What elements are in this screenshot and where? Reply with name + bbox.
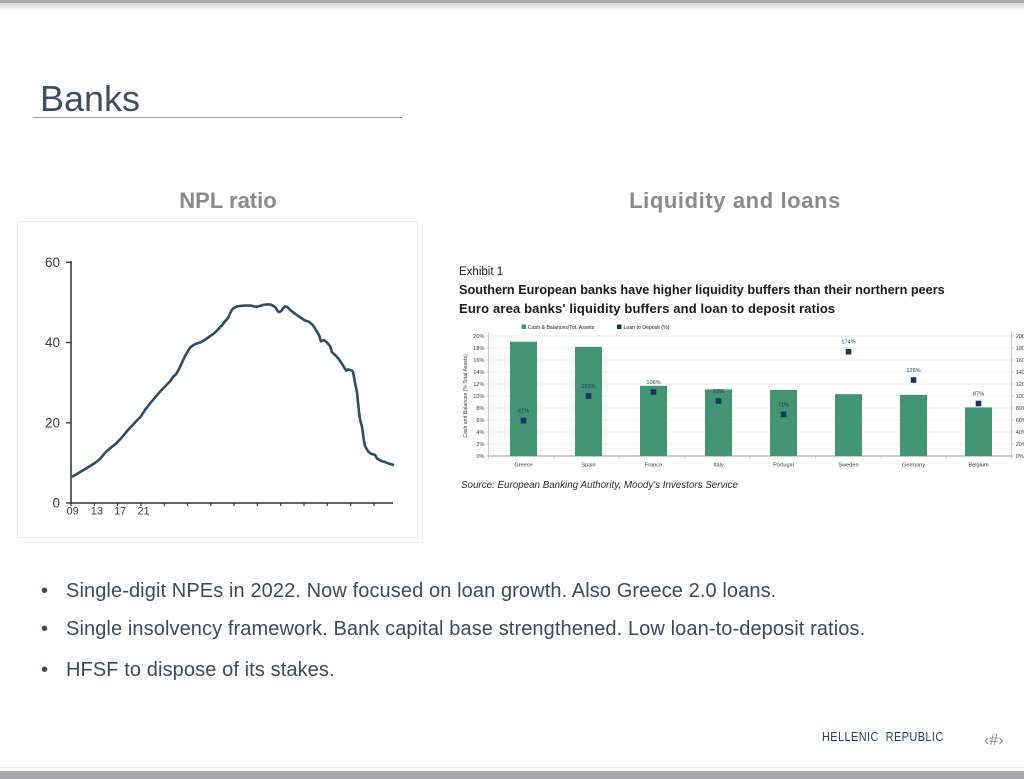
svg-text:17: 17 <box>114 505 126 517</box>
svg-text:Cash & Balances/Tot. Assets: Cash & Balances/Tot. Assets <box>528 325 595 331</box>
svg-text:Germany: Germany <box>902 463 925 469</box>
svg-text:0%: 0% <box>1016 454 1024 460</box>
svg-text:16%: 16% <box>473 358 484 364</box>
svg-text:Spain: Spain <box>581 463 595 469</box>
svg-text:France: France <box>645 463 662 469</box>
svg-text:40%: 40% <box>1016 430 1024 436</box>
svg-text:71%: 71% <box>778 402 789 408</box>
svg-text:160%: 160% <box>1016 358 1024 364</box>
svg-text:140%: 140% <box>1016 370 1024 376</box>
svg-text:21: 21 <box>137 505 149 517</box>
svg-text:20%: 20% <box>1016 442 1024 448</box>
svg-text:93%: 93% <box>713 389 724 395</box>
svg-text:12%: 12% <box>473 382 484 388</box>
svg-text:18%: 18% <box>473 346 484 352</box>
svg-text:174%: 174% <box>841 340 855 346</box>
svg-text:09: 09 <box>66 505 78 517</box>
svg-text:180%: 180% <box>1016 346 1024 352</box>
svg-text:Italy: Italy <box>713 463 723 469</box>
svg-text:4%: 4% <box>476 430 484 436</box>
svg-text:200%: 200% <box>1016 334 1024 340</box>
svg-text:2%: 2% <box>476 442 484 448</box>
svg-text:126%: 126% <box>906 368 920 374</box>
svg-text:120%: 120% <box>1016 382 1024 388</box>
svg-text:87%: 87% <box>973 392 984 398</box>
svg-text:10%: 10% <box>473 394 484 400</box>
svg-text:6%: 6% <box>476 418 484 424</box>
svg-text:Loan to Deposit (%): Loan to Deposit (%) <box>624 325 670 331</box>
svg-text:60%: 60% <box>1016 418 1024 424</box>
svg-text:Belgium: Belgium <box>968 463 989 469</box>
svg-text:80%: 80% <box>1016 406 1024 412</box>
svg-text:101%: 101% <box>581 384 595 390</box>
svg-text:13: 13 <box>91 505 103 517</box>
svg-text:Portugal: Portugal <box>773 463 794 469</box>
svg-text:100%: 100% <box>1016 394 1024 400</box>
svg-text:60: 60 <box>45 255 60 270</box>
svg-text:61%: 61% <box>518 409 529 415</box>
svg-text:106%: 106% <box>646 380 660 386</box>
svg-text:Cash and Balances (% Total Ass: Cash and Balances (% Total Assets) <box>463 354 469 438</box>
svg-text:14%: 14% <box>473 370 484 376</box>
svg-text:40: 40 <box>45 335 60 350</box>
svg-text:0%: 0% <box>476 454 484 460</box>
svg-text:Sweden: Sweden <box>838 463 858 469</box>
svg-text:0: 0 <box>52 496 60 511</box>
svg-text:20%: 20% <box>473 334 484 340</box>
svg-text:8%: 8% <box>476 406 484 412</box>
svg-text:20: 20 <box>45 416 60 431</box>
svg-text:Greece: Greece <box>514 463 532 469</box>
